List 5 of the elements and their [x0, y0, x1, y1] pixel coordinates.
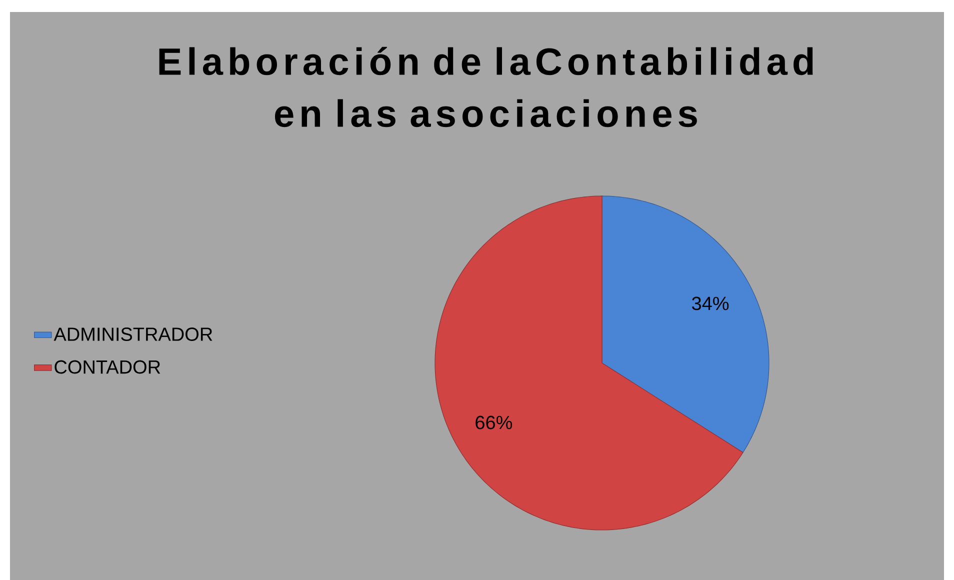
legend-label: ADMINISTRADOR — [54, 328, 212, 341]
chart-title: Elaboración de laContabilidad en las asociaciones — [159, 46, 813, 128]
data-label: 34% — [692, 296, 729, 310]
legend-label: CONTADOR — [54, 360, 160, 374]
data-label: 66% — [476, 416, 512, 430]
